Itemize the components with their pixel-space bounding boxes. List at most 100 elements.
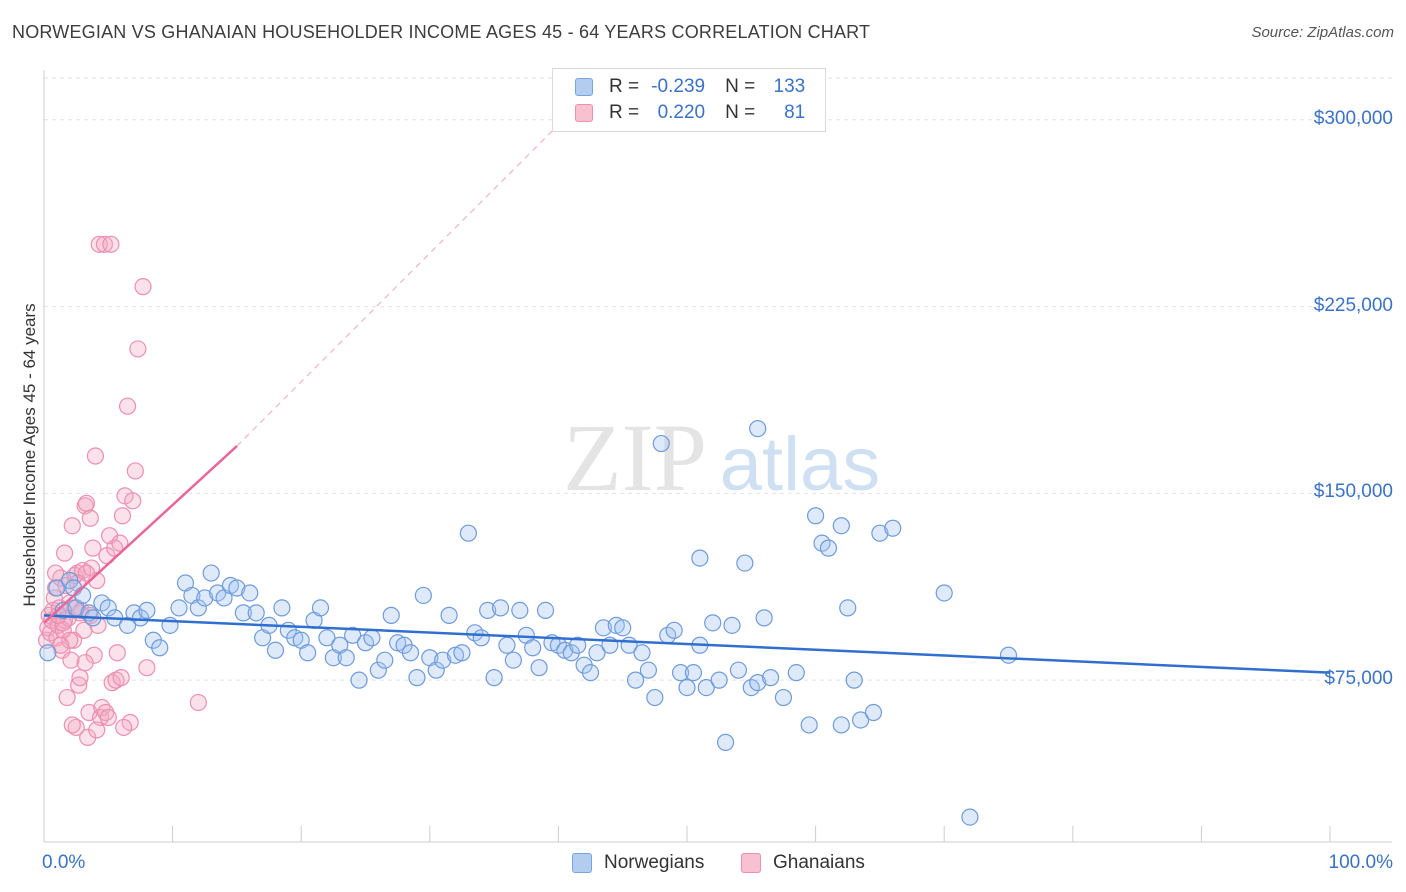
- norwegian-point: [73, 586, 92, 605]
- ghanaian-point: [52, 636, 70, 654]
- norwegian-point: [852, 711, 870, 729]
- norwegian-point: [99, 599, 117, 617]
- norwegian-point: [39, 644, 57, 662]
- norwegian-point: [299, 644, 317, 662]
- ghanaian-point: [106, 539, 124, 557]
- ghanaian-point: [86, 447, 105, 465]
- legend-item-norwegians[interactable]: Norwegians: [572, 852, 704, 874]
- norwegian-point: [819, 539, 838, 557]
- norwegian-point: [961, 808, 979, 826]
- ghanaian-point: [102, 235, 120, 253]
- norwegian-point: [999, 646, 1018, 664]
- norwegian-point: [749, 420, 767, 438]
- norwegian-point: [749, 674, 767, 692]
- norwegian-point: [710, 671, 728, 689]
- norwegian-point: [839, 599, 857, 617]
- legend-r-value: -0.239: [651, 76, 706, 97]
- axes: [43, 70, 1392, 843]
- norwegian-point: [459, 524, 477, 542]
- norwegian-point: [350, 671, 368, 689]
- ghanaian-point: [124, 492, 142, 510]
- norwegian-point: [614, 619, 632, 637]
- chart-title: NORWEGIAN VS GHANAIAN HOUSEHOLDER INCOME…: [12, 22, 871, 42]
- norwegian-point: [202, 564, 220, 582]
- correlation-legend: R = -0.239 N = 133 R = 0.220 N = 81: [552, 68, 826, 132]
- ghanaian-point: [63, 716, 81, 734]
- ghanaian-point: [62, 651, 80, 669]
- norwegian-point: [138, 601, 156, 620]
- norwegian-point: [151, 639, 169, 657]
- norwegian-point: [344, 626, 362, 644]
- norwegian-point: [48, 579, 66, 597]
- ghanaian-point: [97, 703, 115, 722]
- ghanaian-point: [77, 494, 96, 512]
- norwegian-point: [485, 669, 503, 687]
- norwegian-point: [376, 651, 394, 669]
- legend-n-value: 133: [773, 76, 806, 97]
- legend-swatch-norwegians: [572, 853, 592, 873]
- norwegian-point: [626, 671, 645, 689]
- legend-swatch-pink: [575, 104, 593, 122]
- watermark-zip: ZIP: [563, 404, 707, 511]
- y-tick-label: $75,000: [1324, 668, 1393, 690]
- y-tick-label: $150,000: [1313, 481, 1393, 503]
- ghanaian-point: [108, 644, 126, 662]
- norwegian-point: [536, 601, 555, 620]
- ghanaian-point: [81, 509, 99, 527]
- norwegian-point: [723, 616, 741, 634]
- ghanaian-point: [99, 708, 117, 727]
- norwegian-point: [228, 579, 246, 597]
- norwegian-point: [491, 599, 510, 617]
- norwegian-point: [170, 599, 188, 617]
- legend-n-label: N =: [725, 76, 756, 97]
- norwegian-point: [671, 664, 690, 682]
- norwegian-point: [440, 606, 458, 624]
- norwegian-point: [524, 639, 542, 657]
- watermark-atlas: atlas: [720, 422, 881, 507]
- legend-item-ghanaians[interactable]: Ghanaians: [741, 852, 865, 874]
- legend-r-label: R =: [609, 102, 640, 123]
- norwegian-point: [530, 659, 548, 677]
- norwegian-point: [787, 664, 805, 682]
- norwegian-point: [581, 664, 600, 682]
- legend-swatch-blue: [575, 78, 593, 96]
- norwegian-point: [414, 586, 432, 605]
- norwegian-point: [755, 609, 773, 627]
- norwegian-point: [318, 629, 336, 647]
- norwegian-point: [691, 549, 709, 567]
- norwegian-point: [241, 584, 259, 602]
- ghanaians-points: [37, 235, 207, 747]
- y-tick-label: $300,000: [1313, 107, 1393, 129]
- norwegian-point: [196, 589, 214, 607]
- legend-swatch-ghanaians: [741, 853, 761, 873]
- norwegian-point: [639, 661, 658, 679]
- legend-r-value: 0.220: [657, 102, 706, 123]
- norwegian-point: [736, 554, 754, 572]
- ghanaian-point: [76, 654, 94, 672]
- ghanaian-point: [63, 517, 81, 535]
- norwegian-point: [189, 599, 207, 617]
- ghanaian-point: [111, 534, 129, 552]
- norwegian-point: [652, 434, 670, 453]
- norwegian-point: [832, 716, 850, 734]
- norwegian-point: [511, 601, 529, 620]
- norwegian-point: [273, 599, 291, 617]
- legend-row-norwegians: R = -0.239 N = 133: [575, 74, 805, 100]
- legend-n-label: N =: [725, 102, 756, 123]
- norwegian-point: [845, 671, 863, 689]
- norwegian-point: [665, 621, 683, 639]
- ghanaian-point: [55, 544, 74, 562]
- ghanaian-point: [189, 693, 207, 712]
- norwegian-point: [311, 599, 330, 617]
- norwegian-point: [678, 678, 696, 697]
- norwegian-point: [382, 606, 400, 624]
- norwegian-point: [427, 661, 445, 679]
- norwegian-point: [54, 601, 72, 620]
- norwegian-point: [800, 716, 818, 734]
- legend-row-ghanaians: R = 0.220 N = 81: [575, 100, 805, 126]
- norwegian-point: [633, 644, 651, 662]
- norwegian-point: [408, 669, 426, 687]
- y-axis-title: Householder Income Ages 45 - 64 years: [20, 303, 39, 607]
- norwegian-point: [871, 524, 889, 542]
- norwegian-point: [504, 651, 522, 669]
